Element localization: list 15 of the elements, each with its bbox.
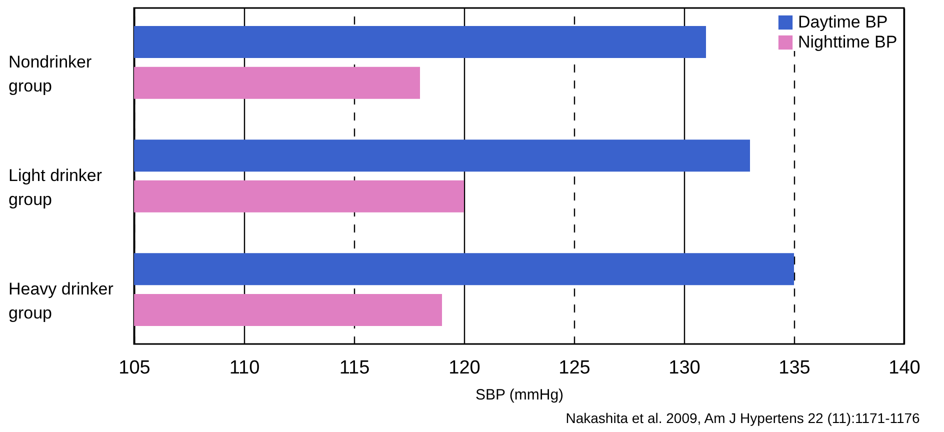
x-tick-label: 120: [448, 358, 480, 378]
x-tick-label: 125: [558, 358, 590, 378]
x-tick-label: 110: [229, 358, 260, 378]
y-tick-label: Light drinker group: [8, 166, 102, 209]
x-tick-label: 115: [339, 358, 370, 378]
legend-label: Daytime BP: [798, 12, 888, 32]
legend-label: Nighttime BP: [798, 32, 898, 52]
x-tick-label: 135: [778, 358, 810, 378]
x-tick-label: 130: [668, 358, 700, 378]
text: Nakashita et al. 2009, Am J Hypertens 22 (11):1171-1176: [566, 410, 920, 426]
y-tick-label: Heavy drinker group: [8, 280, 114, 323]
y-tick-label: Nondrinker group: [8, 52, 92, 96]
x-axis-title: SBP (mmHg): [475, 386, 564, 404]
x-tick-label: 105: [118, 358, 150, 378]
x-tick-label: 140: [888, 358, 920, 378]
